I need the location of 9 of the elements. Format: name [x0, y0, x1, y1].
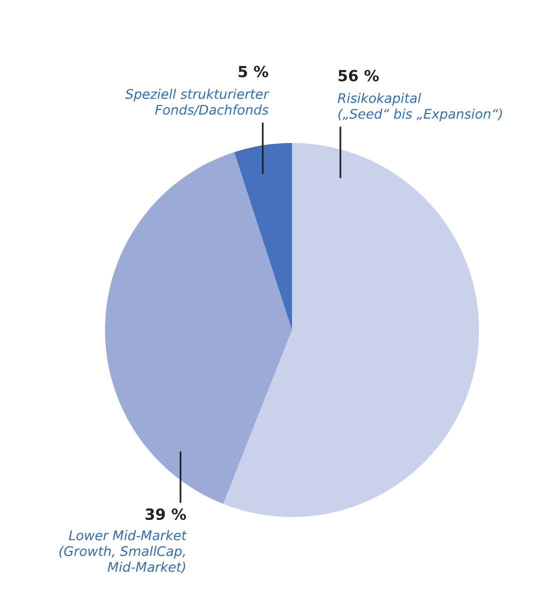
slice-label: Risikokapital („Seed“ bis „Expansion“)	[338, 92, 502, 122]
pie-slice	[223, 143, 479, 517]
slice-label: Lower Mid-Market (Growth, SmallCap, Mid-Market)	[59, 530, 187, 574]
data-label: 39 %	[146, 508, 186, 520]
slice-label: Speziell strukturierter Fonds/Dachfonds	[125, 88, 270, 116]
data-label: 5 %	[238, 66, 268, 78]
pie-slice	[234, 143, 292, 330]
data-label: 56 %	[338, 70, 379, 82]
pie-slice	[105, 152, 292, 504]
